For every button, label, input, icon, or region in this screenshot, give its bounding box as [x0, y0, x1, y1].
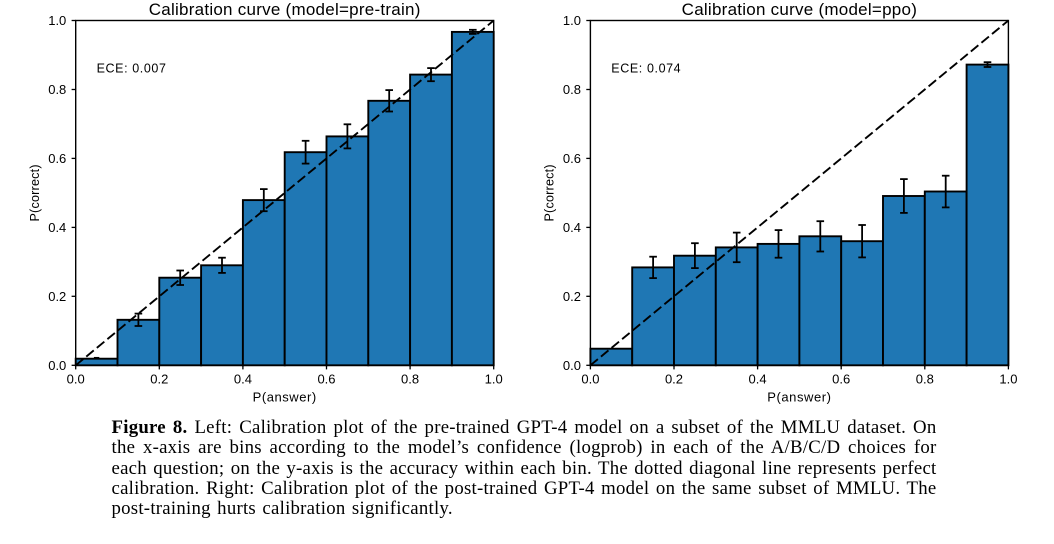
- svg-text:0.6: 0.6: [563, 151, 581, 166]
- svg-text:0.8: 0.8: [563, 82, 581, 97]
- svg-text:P(answer): P(answer): [253, 389, 317, 404]
- svg-text:0.4: 0.4: [48, 220, 66, 235]
- svg-text:0.2: 0.2: [48, 289, 66, 304]
- svg-text:0.6: 0.6: [317, 372, 335, 387]
- svg-text:0.8: 0.8: [401, 372, 419, 387]
- svg-text:1.0: 1.0: [563, 13, 581, 28]
- svg-text:1.0: 1.0: [999, 372, 1017, 387]
- svg-text:P(answer): P(answer): [767, 389, 831, 404]
- svg-text:Calibration curve (model=ppo): Calibration curve (model=ppo): [682, 0, 917, 19]
- svg-text:P(correct): P(correct): [543, 164, 557, 221]
- svg-text:ECE: 0.074: ECE: 0.074: [611, 61, 681, 75]
- svg-text:0.0: 0.0: [581, 372, 599, 387]
- svg-text:P(correct): P(correct): [28, 164, 42, 221]
- svg-text:ECE: 0.007: ECE: 0.007: [97, 61, 167, 75]
- svg-text:0.4: 0.4: [563, 220, 581, 235]
- svg-text:Calibration curve (model=pre-t: Calibration curve (model=pre-train): [149, 0, 421, 19]
- svg-text:0.4: 0.4: [234, 372, 252, 387]
- svg-text:0.0: 0.0: [67, 372, 85, 387]
- svg-text:0.2: 0.2: [563, 289, 581, 304]
- svg-text:0.6: 0.6: [48, 151, 66, 166]
- svg-text:0.0: 0.0: [563, 358, 581, 373]
- svg-text:0.8: 0.8: [48, 82, 66, 97]
- svg-text:0.2: 0.2: [150, 372, 168, 387]
- svg-text:0.0: 0.0: [48, 358, 66, 373]
- svg-text:0.2: 0.2: [665, 372, 683, 387]
- svg-text:0.8: 0.8: [916, 372, 934, 387]
- svg-text:1.0: 1.0: [485, 372, 503, 387]
- svg-text:0.6: 0.6: [832, 372, 850, 387]
- svg-text:1.0: 1.0: [48, 13, 66, 28]
- svg-text:0.4: 0.4: [749, 372, 767, 387]
